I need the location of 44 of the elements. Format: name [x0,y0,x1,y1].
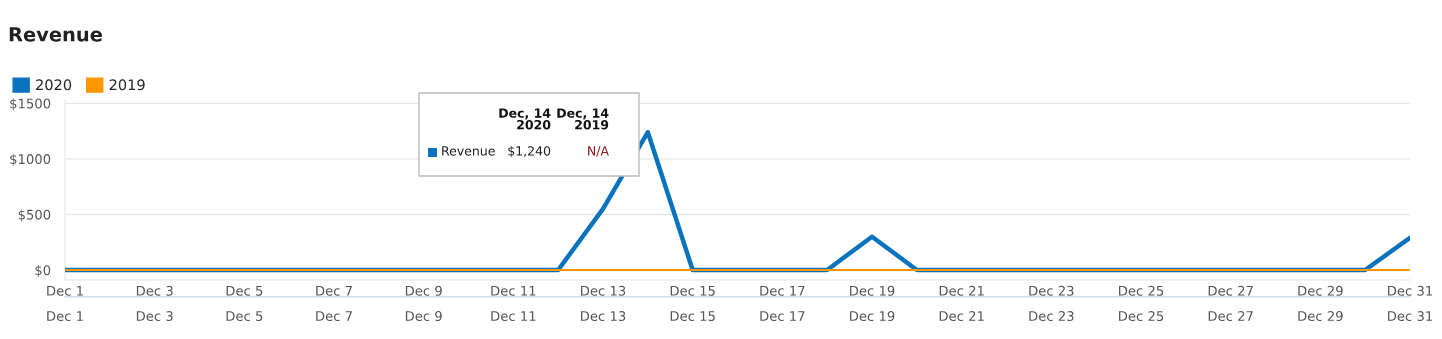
category-label: Dec 9 [405,311,442,322]
x-tick-label: Dec 3 [136,285,173,296]
category-label: Dec 29 [1298,311,1343,322]
x-tick-label: Dec 25 [1119,285,1164,296]
category-label: Dec 7 [316,311,352,322]
x-tick-label: Dec 29 [1298,285,1343,296]
category-label: Dec 19 [850,311,895,322]
category-label: Dec 21 [939,311,984,322]
category-label: Dec 13 [581,311,626,322]
category-label: Dec 5 [226,311,263,322]
y-tick-label: $1000 [10,153,51,166]
category-label: Dec 17 [760,311,805,322]
x-tick-label: Dec 13 [581,285,626,296]
annotation: $1,240 [508,145,551,158]
annotation: Dec, 14 2019 [557,108,609,130]
category-label: Dec 3 [136,311,173,322]
x-tick-label: Dec 21 [939,285,984,296]
category-label: Dec 11 [491,311,536,322]
x-tick-label: Dec 11 [491,285,536,296]
x-tick-label: Dec 27 [1208,285,1253,296]
category-label: Dec 23 [1029,311,1074,322]
category-label: Dec 31 [1388,311,1433,322]
chart-title: Revenue [9,27,102,42]
annotation: N/A [588,146,609,157]
y-tick-label: $500 [18,209,51,222]
category-label: Dec 25 [1119,311,1164,322]
legend-label: 2019 [109,79,145,91]
legend-label: 2020 [36,79,72,91]
x-tick-label: Dec 17 [760,285,805,296]
x-tick-label: Dec 9 [405,285,442,296]
y-tick-label: $1500 [10,98,51,111]
annotation: Revenue [442,146,495,156]
x-tick-label: Dec 7 [316,285,352,296]
x-tick-label: Dec 15 [670,285,715,296]
y-tick-label: $0 [35,264,51,277]
x-tick-label: Dec 31 [1388,285,1433,296]
annotation: Dec, 14 2020 [499,108,551,130]
x-tick-label: Dec 5 [226,285,263,296]
x-tick-label: Dec 23 [1029,285,1074,296]
category-label: Dec 1 [47,311,83,322]
category-label: Dec 15 [670,311,715,322]
x-tick-label: Dec 1 [47,285,83,296]
x-tick-label: Dec 19 [850,285,895,296]
category-label: Dec 27 [1208,311,1253,322]
